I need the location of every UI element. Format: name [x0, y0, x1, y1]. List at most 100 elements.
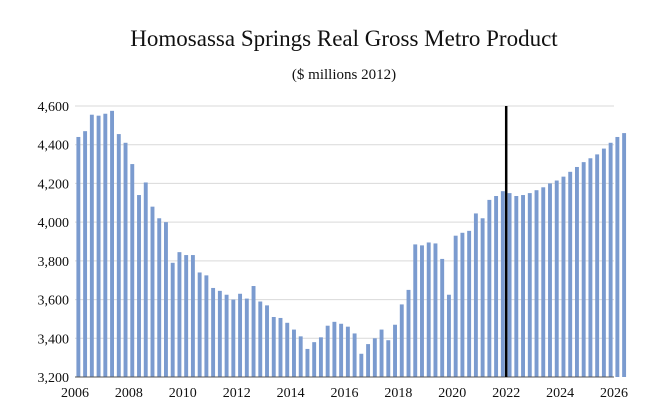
bar	[534, 190, 539, 377]
y-tick-label: 3,200	[38, 371, 70, 386]
bar	[480, 218, 485, 377]
bar	[420, 245, 424, 377]
bar	[244, 298, 249, 377]
bar	[413, 244, 418, 377]
bar	[561, 176, 566, 377]
bar	[345, 326, 350, 377]
bar	[285, 322, 290, 377]
bar	[150, 206, 155, 377]
bar	[379, 329, 384, 377]
x-tick-label: 2014	[277, 386, 305, 401]
bar	[170, 262, 175, 377]
bar	[217, 290, 222, 377]
bar	[581, 162, 586, 377]
bar	[386, 340, 391, 377]
bar	[406, 289, 411, 377]
bar	[164, 222, 168, 377]
bar	[433, 243, 438, 377]
bar	[238, 293, 243, 377]
bar	[554, 180, 559, 377]
bar	[487, 199, 492, 377]
bar	[76, 136, 81, 377]
bar	[494, 196, 499, 377]
bar	[96, 115, 101, 377]
x-tick-label: 2020	[438, 386, 466, 401]
bar	[500, 191, 505, 377]
bar	[595, 154, 600, 377]
y-tick-label: 4,600	[38, 100, 70, 115]
bar	[574, 166, 579, 377]
bar	[211, 287, 216, 377]
bar	[608, 142, 613, 377]
bar	[298, 336, 303, 377]
x-tick-label: 2008	[115, 386, 143, 401]
bar	[393, 324, 397, 377]
bar	[110, 110, 115, 377]
bar	[278, 317, 283, 377]
bar	[157, 218, 162, 377]
bar	[366, 344, 371, 377]
x-tick-label: 2022	[492, 386, 520, 401]
y-tick-label: 3,800	[38, 255, 70, 270]
bar	[588, 158, 593, 377]
y-tick-label: 4,000	[38, 216, 70, 231]
bar	[426, 242, 431, 377]
bar	[622, 133, 627, 377]
bar	[615, 136, 620, 377]
bar	[601, 148, 606, 377]
bar	[446, 294, 451, 377]
x-tick-label: 2012	[223, 386, 251, 401]
bar	[325, 325, 330, 377]
bar	[224, 294, 229, 377]
bar	[548, 183, 552, 377]
bar	[231, 299, 236, 377]
y-tick-label: 4,200	[38, 177, 70, 192]
bar	[460, 232, 465, 377]
bar	[184, 255, 189, 377]
bar	[372, 338, 377, 377]
bar	[568, 171, 573, 377]
bar	[399, 304, 404, 377]
x-tick-label: 2016	[331, 386, 359, 401]
bar	[521, 195, 525, 377]
bar	[83, 131, 88, 377]
bar	[305, 348, 310, 377]
bar	[453, 235, 458, 377]
bar	[318, 337, 323, 377]
bar	[89, 114, 94, 377]
bar	[467, 230, 472, 377]
bar	[271, 316, 276, 377]
bar	[116, 134, 121, 377]
bar	[190, 255, 195, 377]
chart-subtitle: ($ millions 2012)	[291, 67, 397, 83]
x-tick-label: 2026	[600, 386, 628, 401]
bar	[339, 323, 344, 377]
bar	[292, 329, 296, 377]
bar	[177, 252, 182, 377]
y-tick-label: 3,600	[38, 294, 70, 309]
bar	[265, 305, 269, 377]
x-tick-label: 2010	[169, 386, 197, 401]
bar	[312, 342, 317, 377]
x-tick-label: 2018	[384, 386, 412, 401]
bar	[130, 164, 135, 377]
bar	[103, 113, 108, 377]
bar	[352, 333, 357, 377]
chart-title: Homosassa Springs Real Gross Metro Produ…	[130, 26, 558, 51]
y-tick-label: 3,400	[38, 332, 70, 347]
bar	[251, 286, 256, 377]
bar	[359, 353, 364, 377]
bar	[123, 142, 128, 377]
bar	[514, 196, 519, 377]
bar	[440, 258, 445, 377]
x-tick-label: 2006	[61, 386, 89, 401]
x-tick-label: 2024	[546, 386, 574, 401]
bar	[473, 213, 478, 377]
bar	[527, 193, 532, 377]
bar	[143, 182, 148, 377]
bar	[258, 301, 263, 377]
bar	[507, 193, 512, 377]
y-tick-label: 4,400	[38, 139, 70, 154]
